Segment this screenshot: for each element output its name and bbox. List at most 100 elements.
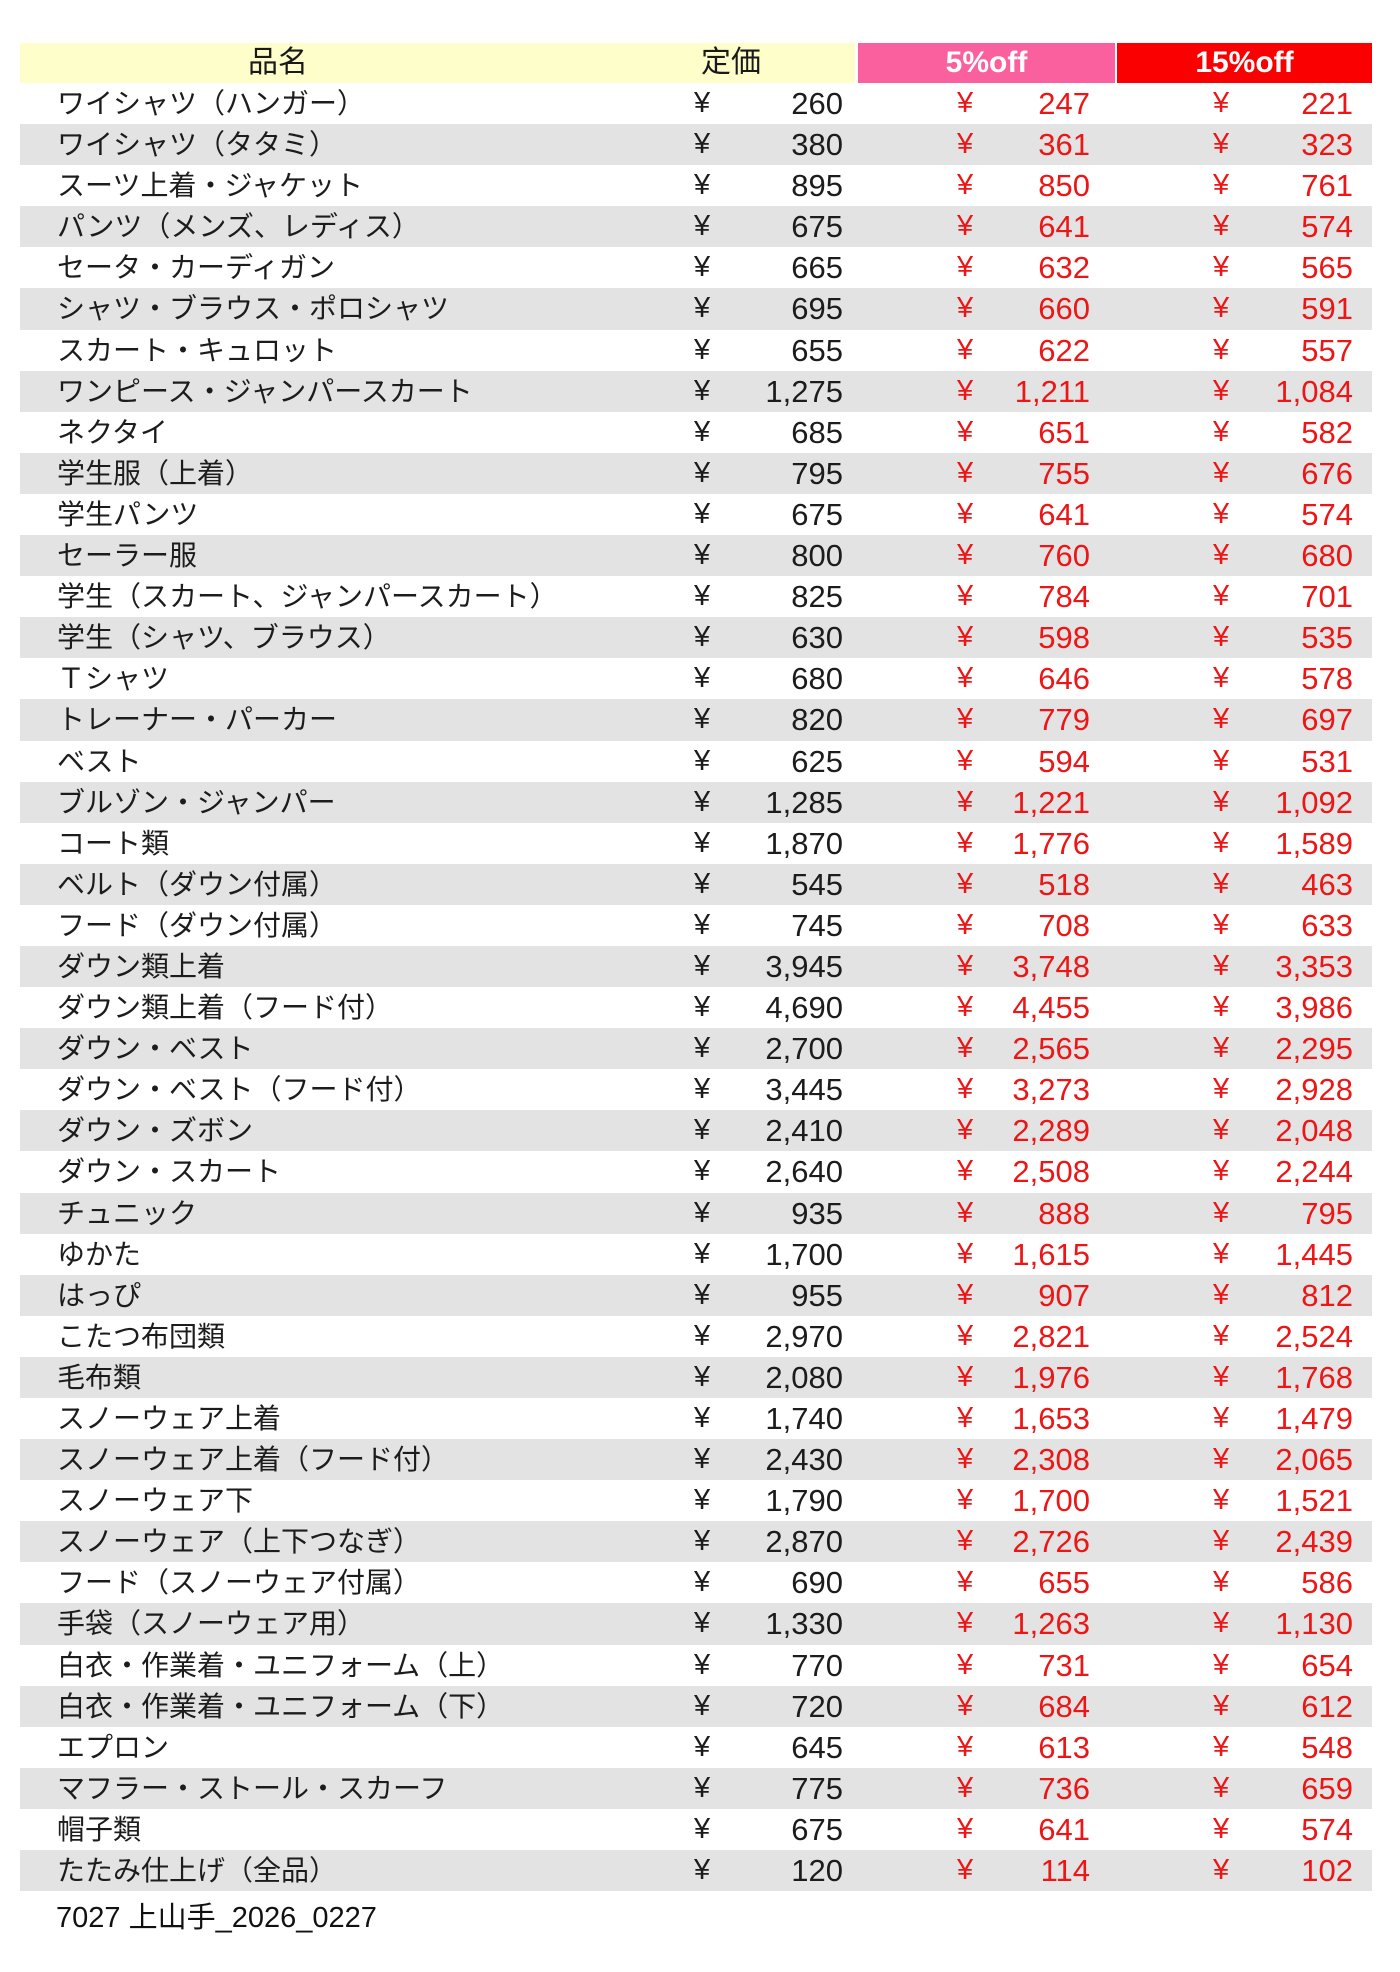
table-row: ワイシャツ（タタミ） ¥380 ¥361 ¥323 <box>20 124 1372 166</box>
off15-currency: ¥ <box>1213 1155 1230 1188</box>
off5-value: 518 <box>1038 866 1090 902</box>
off15-currency: ¥ <box>1213 415 1230 448</box>
item-name-cell: ゆかた <box>57 1238 142 1270</box>
off15-currency: ¥ <box>1213 991 1230 1024</box>
off15-value: 2,439 <box>1275 1524 1353 1560</box>
off15-value: 323 <box>1301 127 1353 163</box>
list-price-value: 4,690 <box>765 990 843 1026</box>
off5-currency: ¥ <box>957 826 974 859</box>
list-price-value: 820 <box>791 702 843 738</box>
list-price-value: 895 <box>791 168 843 204</box>
item-name-cell: 学生服（上着） <box>57 457 254 489</box>
off5-currency: ¥ <box>957 1073 974 1106</box>
table-row: フード（スノーウェア付属） ¥690 ¥655 ¥586 <box>20 1562 1372 1604</box>
off5-value: 361 <box>1038 127 1090 163</box>
list-price-value: 800 <box>791 538 843 574</box>
item-name-cell: ワンピース・ジャンパースカート <box>57 375 473 407</box>
off15-value: 659 <box>1301 1770 1353 1806</box>
item-name-cell: ワイシャツ（タタミ） <box>57 129 338 161</box>
table-row: ゆかた ¥1,700 ¥1,615 ¥1,445 <box>20 1233 1372 1275</box>
list-price-currency: ¥ <box>694 1196 711 1229</box>
table-row: Ｔシャツ ¥680 ¥646 ¥578 <box>20 658 1372 700</box>
off5-currency: ¥ <box>957 1566 974 1599</box>
table-row: ダウン類上着（フード付） ¥4,690 ¥4,455 ¥3,986 <box>20 987 1372 1029</box>
list-price-value: 2,870 <box>765 1524 843 1560</box>
off15-value: 1,589 <box>1275 825 1353 861</box>
item-name-cell: 学生パンツ <box>57 498 199 530</box>
table-row: スカート・キュロット ¥655 ¥622 ¥557 <box>20 329 1372 371</box>
list-price-value: 770 <box>791 1647 843 1683</box>
table-row: スーツ上着・ジャケット ¥895 ¥850 ¥761 <box>20 165 1372 207</box>
off15-currency: ¥ <box>1213 826 1230 859</box>
table-row: スノーウェア上着 ¥1,740 ¥1,653 ¥1,479 <box>20 1398 1372 1440</box>
list-price-value: 935 <box>791 1195 843 1231</box>
list-price-value: 1,790 <box>765 1483 843 1519</box>
off5-currency: ¥ <box>957 908 974 941</box>
off15-value: 2,065 <box>1275 1442 1353 1478</box>
off5-value: 622 <box>1038 332 1090 368</box>
table-row: ダウン・ベスト（フード付） ¥3,445 ¥3,273 ¥2,928 <box>20 1069 1372 1111</box>
off5-value: 888 <box>1038 1195 1090 1231</box>
off15-value: 1,445 <box>1275 1236 1353 1272</box>
list-price-currency: ¥ <box>694 1566 711 1599</box>
off5-currency: ¥ <box>957 1114 974 1147</box>
off5-currency: ¥ <box>957 1402 974 1434</box>
off5-currency: ¥ <box>957 128 974 161</box>
list-price-value: 2,640 <box>765 1154 843 1190</box>
off15-value: 582 <box>1301 414 1353 450</box>
list-price-value: 2,700 <box>765 1031 843 1067</box>
off15-value: 548 <box>1301 1729 1353 1765</box>
off15-currency: ¥ <box>1213 1607 1230 1640</box>
off15-currency: ¥ <box>1213 292 1230 325</box>
list-price-currency: ¥ <box>694 1319 711 1352</box>
off5-currency: ¥ <box>957 415 974 448</box>
off15-value: 697 <box>1301 702 1353 738</box>
off5-currency: ¥ <box>957 1689 974 1722</box>
item-name-cell: 手袋（スノーウェア用） <box>57 1608 366 1640</box>
list-price-currency: ¥ <box>694 1812 711 1845</box>
off15-currency: ¥ <box>1213 785 1230 818</box>
table-row: エプロン ¥645 ¥613 ¥548 <box>20 1726 1372 1768</box>
off15-currency: ¥ <box>1213 87 1230 119</box>
list-price-currency: ¥ <box>694 128 711 161</box>
item-name-cell: スノーウェア上着（フード付） <box>57 1444 450 1476</box>
off15-currency: ¥ <box>1213 251 1230 284</box>
list-price-value: 645 <box>791 1729 843 1765</box>
list-price-currency: ¥ <box>694 169 711 202</box>
list-price-value: 795 <box>791 455 843 491</box>
list-price-currency: ¥ <box>694 1402 711 1434</box>
table-row: はっぴ ¥955 ¥907 ¥812 <box>20 1274 1372 1316</box>
off15-currency: ¥ <box>1213 1319 1230 1352</box>
off5-value: 646 <box>1038 661 1090 697</box>
off15-currency: ¥ <box>1213 1360 1230 1393</box>
item-name-cell: 学生（スカート、ジャンパースカート） <box>57 581 558 613</box>
table-row: チュニック ¥935 ¥888 ¥795 <box>20 1192 1372 1234</box>
table-row: ブルゾン・ジャンパー ¥1,285 ¥1,221 ¥1,092 <box>20 781 1372 823</box>
off5-currency: ¥ <box>957 374 974 407</box>
list-price-currency: ¥ <box>694 662 711 695</box>
off15-currency: ¥ <box>1213 1278 1230 1311</box>
off15-currency: ¥ <box>1213 456 1230 489</box>
list-price-currency: ¥ <box>694 867 711 900</box>
off15-value: 1,130 <box>1275 1606 1353 1642</box>
off5-currency: ¥ <box>957 1360 974 1393</box>
table-row: 学生（スカート、ジャンパースカート） ¥825 ¥784 ¥701 <box>20 576 1372 618</box>
item-name-cell: ダウン・ベスト（フード付） <box>57 1074 422 1106</box>
off15-currency: ¥ <box>1213 1114 1230 1147</box>
item-name-cell: スノーウェア下 <box>57 1485 254 1517</box>
list-price-currency: ¥ <box>694 1484 711 1517</box>
item-name-cell: スノーウェア上着 <box>57 1403 282 1434</box>
off5-currency: ¥ <box>957 785 974 818</box>
item-name-cell: ダウン類上着 <box>57 950 226 982</box>
off15-currency: ¥ <box>1213 1484 1230 1517</box>
off5-currency: ¥ <box>957 991 974 1024</box>
list-price-value: 775 <box>791 1770 843 1806</box>
off15-value: 676 <box>1301 455 1353 491</box>
table-row: 学生パンツ ¥675 ¥641 ¥574 <box>20 493 1372 536</box>
off5-value: 779 <box>1038 702 1090 738</box>
list-price-value: 1,700 <box>765 1236 843 1272</box>
item-name-cell: 白衣・作業着・ユニフォーム（上） <box>57 1649 505 1681</box>
table-row: ダウン・ズボン ¥2,410 ¥2,289 ¥2,048 <box>20 1110 1372 1152</box>
list-price-currency: ¥ <box>694 1278 711 1311</box>
off5-currency: ¥ <box>957 292 974 325</box>
